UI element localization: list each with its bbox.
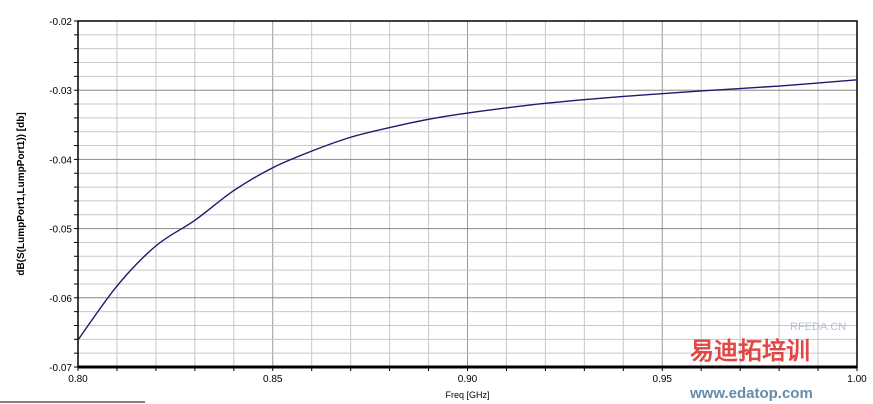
y-tick-label: -0.03 (49, 86, 72, 97)
y-tick-label: -0.07 (49, 363, 72, 374)
y-axis-label: dB(S(LumpPort1,LumpPort1)) [db] (16, 112, 27, 275)
y-tick-label: -0.04 (49, 155, 72, 166)
x-tick-label: 0.95 (653, 374, 673, 385)
x-tick-label: 0.90 (458, 374, 478, 385)
x-tick-label: 1.00 (847, 374, 867, 385)
x-tick-label: 0.85 (263, 374, 283, 385)
y-tick-label: -0.06 (49, 294, 72, 305)
y-tick-label: -0.02 (49, 17, 72, 28)
y-tick-label: -0.05 (49, 225, 72, 236)
x-axis-label: Freq [GHz] (445, 390, 489, 400)
series-line (77, 79, 858, 341)
x-tick-label: 0.80 (68, 374, 88, 385)
